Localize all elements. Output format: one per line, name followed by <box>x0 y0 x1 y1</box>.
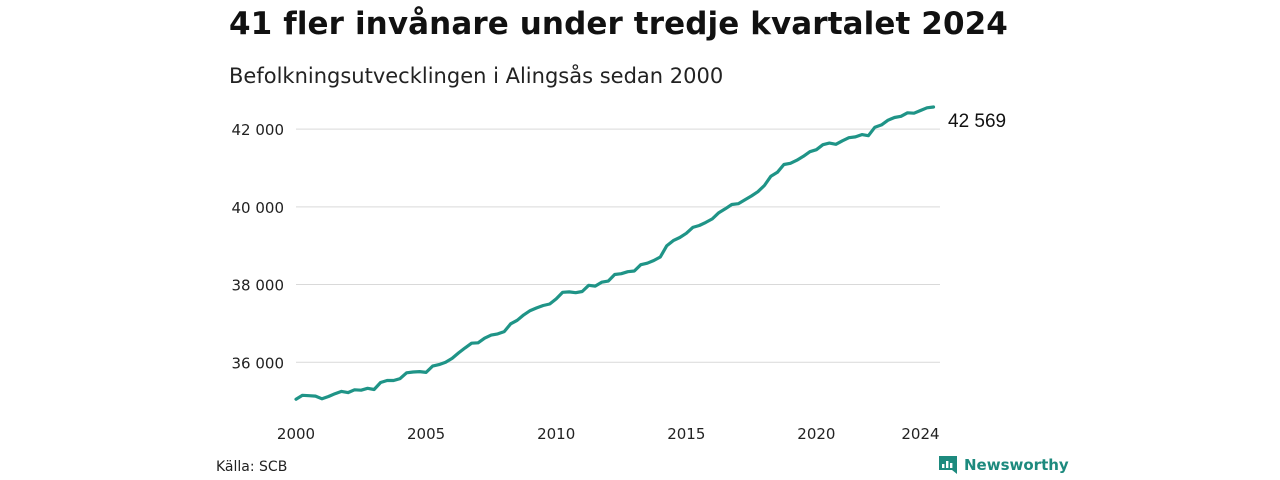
x-tick-label: 2000 <box>277 425 315 443</box>
brand-logo: Newsworthy <box>938 455 1069 475</box>
y-axis-labels: 36 000 38 000 40 000 42 000 <box>232 121 285 372</box>
y-tick-label: 40 000 <box>232 199 285 217</box>
y-tick-label: 42 000 <box>232 121 285 139</box>
chart-title: 41 fler invånare under tredje kvartalet … <box>229 6 1008 42</box>
x-axis-labels: 2000 2005 2010 2015 2020 2024 <box>277 425 940 443</box>
source-note: Källa: SCB <box>216 459 288 475</box>
newsworthy-logo-icon <box>939 456 957 474</box>
end-value-label: 42 569 <box>948 111 1006 132</box>
gridlines <box>296 128 940 363</box>
population-line <box>294 105 936 401</box>
y-tick-label: 36 000 <box>232 354 285 372</box>
x-tick-label: 2010 <box>537 425 575 443</box>
x-tick-label: 2020 <box>797 425 835 443</box>
x-tick-label: 2024 <box>901 425 939 443</box>
x-tick-label: 2005 <box>407 425 445 443</box>
y-tick-label: 38 000 <box>232 277 285 295</box>
brand-name: Newsworthy <box>964 456 1069 474</box>
chart-subtitle: Befolkningsutvecklingen i Alingsås sedan… <box>229 64 724 88</box>
x-tick-label: 2015 <box>667 425 705 443</box>
